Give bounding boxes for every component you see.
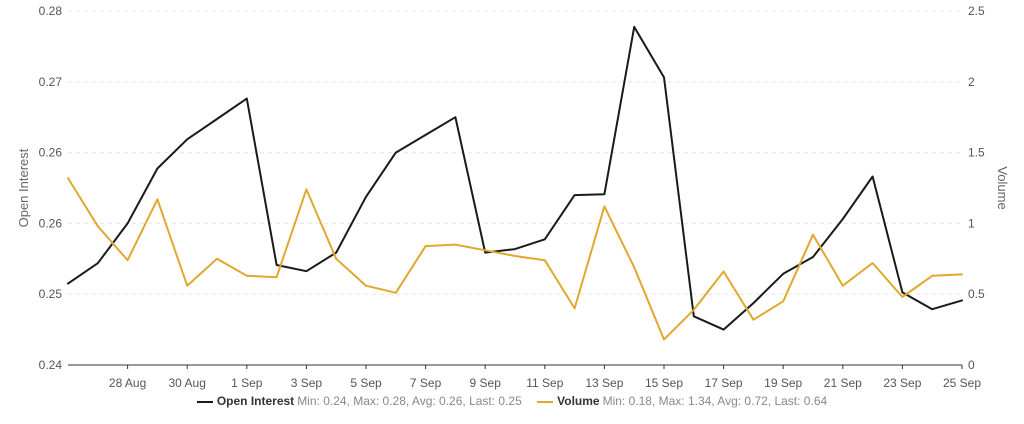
x-tick-label: 23 Sep xyxy=(883,376,921,390)
left-tick-label: 0.28 xyxy=(39,4,63,18)
legend: Open Interest Min: 0.24, Max: 0.28, Avg: … xyxy=(0,394,1024,408)
x-tick-label: 5 Sep xyxy=(350,376,382,390)
x-tick-label: 3 Sep xyxy=(291,376,323,390)
series-lines xyxy=(67,25,963,341)
x-tick-label: 28 Aug xyxy=(109,376,146,390)
legend-swatch-volume xyxy=(537,400,554,403)
right-axis-title: Volume xyxy=(995,166,1010,209)
x-tick-label: 25 Sep xyxy=(943,376,981,390)
right-tick-label: 1.5 xyxy=(968,146,985,160)
left-tick-label: 0.26 xyxy=(39,146,63,160)
left-y-axis-ticks: 0.24 0.25 0.26 0.26 0.27 0.28 xyxy=(39,4,63,372)
right-tick-label: 0.5 xyxy=(968,287,985,301)
x-tick-label: 1 Sep xyxy=(231,376,263,390)
grid-lines xyxy=(68,10,962,295)
x-tick-label: 19 Sep xyxy=(764,376,802,390)
right-tick-label: 2.5 xyxy=(968,4,985,18)
series-line-open-interest xyxy=(67,25,963,331)
legend-stats: Min: 0.18, Max: 1.34, Avg: 0.72, Last: 0… xyxy=(602,394,828,408)
x-tick-label: 9 Sep xyxy=(470,376,502,390)
legend-name: Open Interest xyxy=(216,394,295,408)
left-tick-label: 0.25 xyxy=(39,287,63,301)
left-tick-label: 0.27 xyxy=(39,75,63,89)
x-tick-label: 7 Sep xyxy=(410,376,442,390)
left-tick-label: 0.24 xyxy=(39,358,63,372)
legend-stats: Min: 0.24, Max: 0.28, Avg: 0.26, Last: 0… xyxy=(297,394,522,408)
series-line-volume xyxy=(67,177,963,341)
x-tick-label: 30 Aug xyxy=(169,376,206,390)
legend-item-volume[interactable]: Volume Min: 0.18, Max: 1.34, Avg: 0.72, L… xyxy=(537,394,827,408)
left-tick-label: 0.26 xyxy=(39,216,63,230)
x-tick-label: 21 Sep xyxy=(824,376,862,390)
legend-swatch-open-interest xyxy=(196,400,213,403)
legend-name: Volume xyxy=(557,394,600,408)
left-axis-title: Open Interest xyxy=(16,148,31,227)
right-tick-label: 1 xyxy=(968,216,975,230)
x-tick-label: 17 Sep xyxy=(705,376,743,390)
x-tick-label: 13 Sep xyxy=(585,376,623,390)
right-tick-label: 0 xyxy=(968,358,975,372)
right-y-axis-ticks: 0 0.5 1 1.5 2 2.5 xyxy=(968,4,985,372)
x-tick-label: 11 Sep xyxy=(526,376,563,390)
x-axis-ticks: 28 Aug 30 Aug 1 Sep 3 Sep 5 Sep 7 Sep 9 Sep 11 … xyxy=(109,365,981,390)
x-tick-label: 15 Sep xyxy=(645,376,683,390)
right-tick-label: 2 xyxy=(968,75,975,89)
legend-item-open-interest[interactable]: Open Interest Min: 0.24, Max: 0.28, Avg: … xyxy=(196,394,522,408)
line-chart: 0.24 0.25 0.26 0.26 0.27 0.28 0 0.5 1 1.5 2 2.5 28… xyxy=(16,4,1010,390)
